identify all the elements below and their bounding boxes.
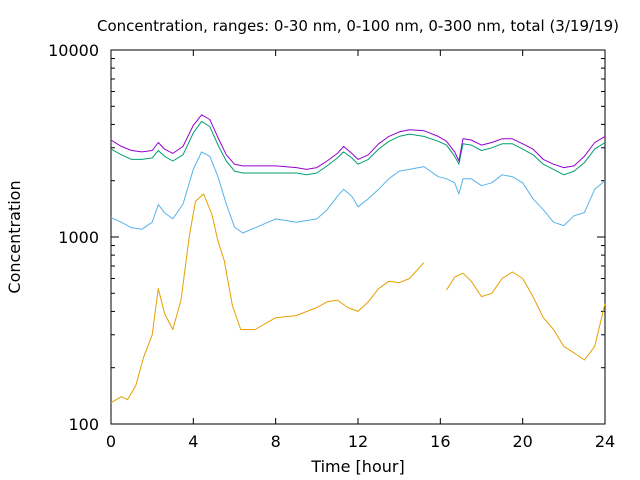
x-tick-label: 8 [271,432,281,451]
x-tick-label: 24 [595,432,615,451]
x-axis-label: Time [hour] [310,457,404,476]
axis-ticks: 0 4 8 12 16 20 24 100 1000 10000 [48,41,615,451]
series-layer [110,114,606,404]
y-tick-label: 10000 [48,41,99,60]
chart-title: Concentration, ranges: 0-30 nm, 0-100 nm… [97,17,619,35]
series-line-4 [110,114,606,170]
series-line-1 [110,193,606,404]
x-tick-label: 16 [430,432,450,451]
plot-frame [110,49,606,425]
series-line-2 [110,151,606,234]
x-tick-label: 12 [348,432,368,451]
y-tick-label: 1000 [58,228,99,247]
y-axis-label: Concentration [5,180,24,293]
x-tick-label: 20 [512,432,532,451]
series-line-3 [110,120,606,176]
y-tick-label: 100 [68,415,99,434]
x-tick-label: 0 [106,432,116,451]
x-tick-label: 4 [188,432,198,451]
